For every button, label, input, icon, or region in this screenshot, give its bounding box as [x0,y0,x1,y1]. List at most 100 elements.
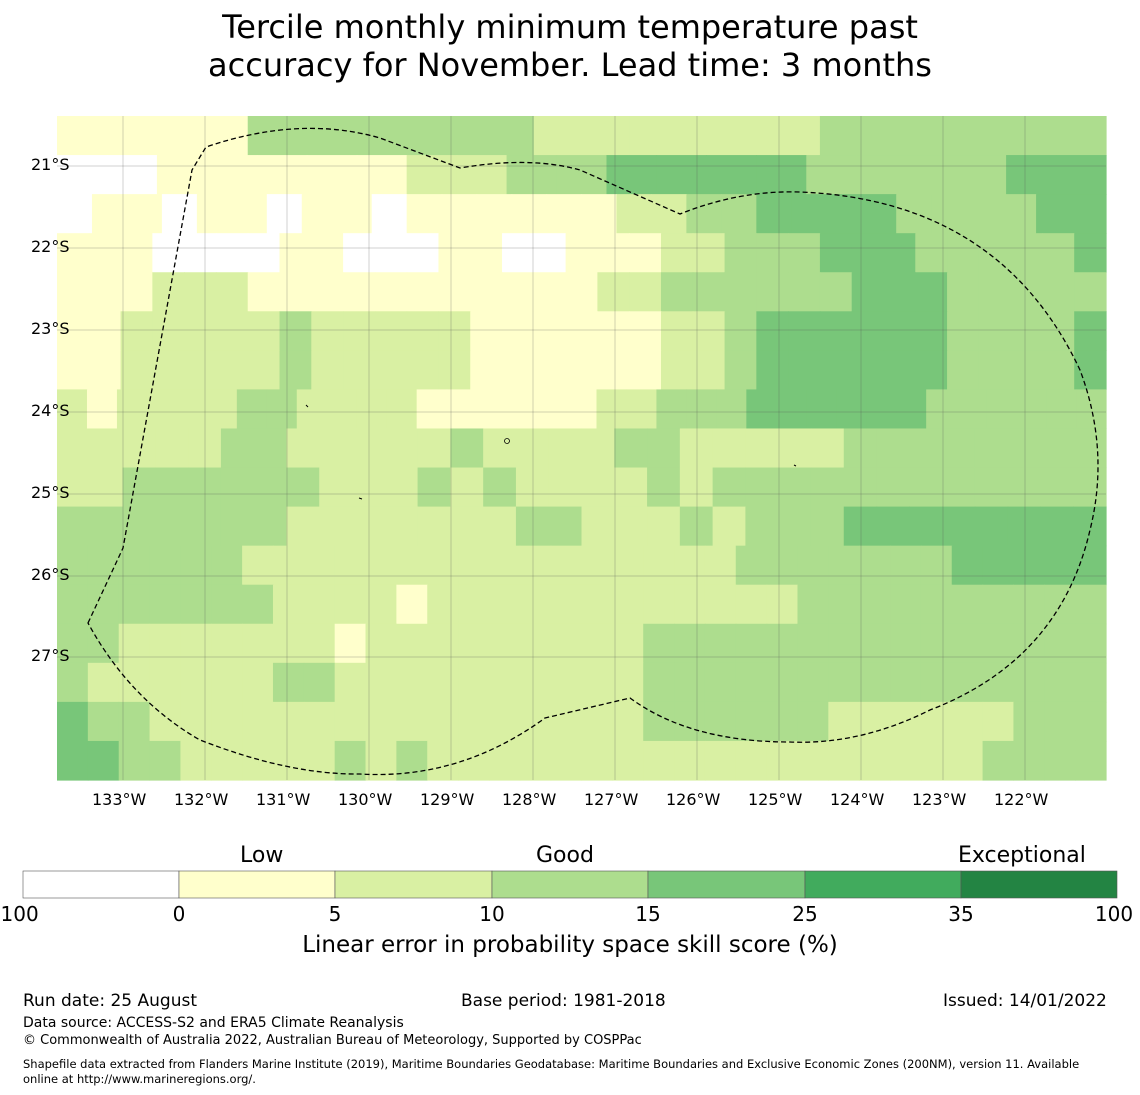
grid-cell [791,194,827,234]
grid-cell [766,701,799,742]
grid-cell [1075,584,1107,625]
grid-cell [365,623,397,664]
eez-boundary [87,127,1099,776]
lon-label: 132°W [174,790,229,809]
grid-cell [851,272,885,312]
grid-cell [57,662,89,703]
colorbar-word-low: Low [240,843,284,868]
grid-cell [982,740,1015,781]
grid-cell [211,701,243,742]
grid-cell [828,623,860,664]
grid-cell [1071,194,1107,234]
grid-cell [1042,350,1075,391]
grid-cell [272,623,305,664]
colorbar-tick: 0 [172,902,186,926]
grid-cell [458,623,490,664]
grid-cell [581,428,615,469]
grid-cell [942,467,976,508]
grid-cell [1074,233,1107,273]
lat-label: 26°S [31,565,70,584]
grid-cell [303,662,336,703]
grid-cell [788,272,821,312]
grid-cell [488,662,521,703]
grid-cell [156,155,208,195]
grid-cell [120,350,153,391]
grid-cell [851,350,885,391]
grid-cell [629,350,662,391]
grid-cell [942,506,976,547]
grid-cell [319,428,353,469]
grid-cell [1013,701,1045,742]
grid-cell [343,116,440,156]
grid-cell [247,116,344,156]
grid-cell [550,623,583,664]
grid-cell [692,311,726,351]
grid-cell [57,701,89,742]
grid-cell [951,740,984,781]
grid-cell [546,194,583,234]
grid-cell [506,389,538,430]
grid-cell [374,272,408,312]
grid-cell [890,740,922,781]
grid-cell [406,233,440,273]
grid-cell [766,662,799,703]
grid-cell [1044,584,1076,625]
grid-cell [612,623,644,664]
grid-cell [951,584,984,625]
grid-cell [828,701,860,742]
grid-cell [704,623,737,664]
grid-cell [906,155,957,195]
grid-cell [1040,506,1074,547]
grid-cell [476,194,513,234]
grid-cell [931,194,967,234]
grid-cell [1010,233,1044,273]
grid-cell [57,545,89,586]
title-line-2: accuracy for November. Lead time: 3 mont… [208,46,932,84]
grid-cell [616,194,653,234]
grid-cell [1013,584,1045,625]
grid-cell [735,584,768,625]
grid-cell [581,545,613,586]
grid-cell [596,389,628,430]
lon-label: 125°W [748,790,803,809]
grid-cell [883,311,916,351]
grid-cell [488,623,521,664]
grid-cell [756,350,789,391]
grid-cell [438,272,471,312]
grid-cells [57,116,1107,781]
grid-cell [427,623,459,664]
grid-cell [286,506,320,547]
grid-cell [396,584,428,625]
grid-cell [352,428,386,469]
grid-cell [896,389,927,430]
grid-cell [819,233,853,273]
grid-cell [272,584,305,625]
grid-cell [184,350,217,391]
lat-label: 22°S [31,237,70,256]
grid-cell [365,701,397,742]
grid-cell [597,311,630,351]
grid-cell [118,662,151,703]
grid-cell [1042,233,1075,273]
grid-cell [629,116,726,156]
grid-cell [1010,116,1107,156]
grid-cell [724,116,821,156]
grid-cell [146,389,178,430]
grid-cell [371,194,408,234]
grid-cell [356,155,408,195]
grid-cell [1076,389,1107,430]
grid-cell [1006,155,1057,195]
grid-cell [778,506,812,547]
grid-cell [581,584,613,625]
grid-cell [1007,428,1042,469]
grid-cell [438,233,471,273]
colorbar-tick: 25 [792,902,818,926]
grid-cell [519,545,552,586]
grid-cell [406,194,443,234]
grid-cell [565,350,598,391]
grid-cell [550,662,583,703]
grid-cell [57,155,108,195]
grid-cell [438,116,535,156]
grid-cell [343,272,376,312]
grid-cell [155,506,189,547]
